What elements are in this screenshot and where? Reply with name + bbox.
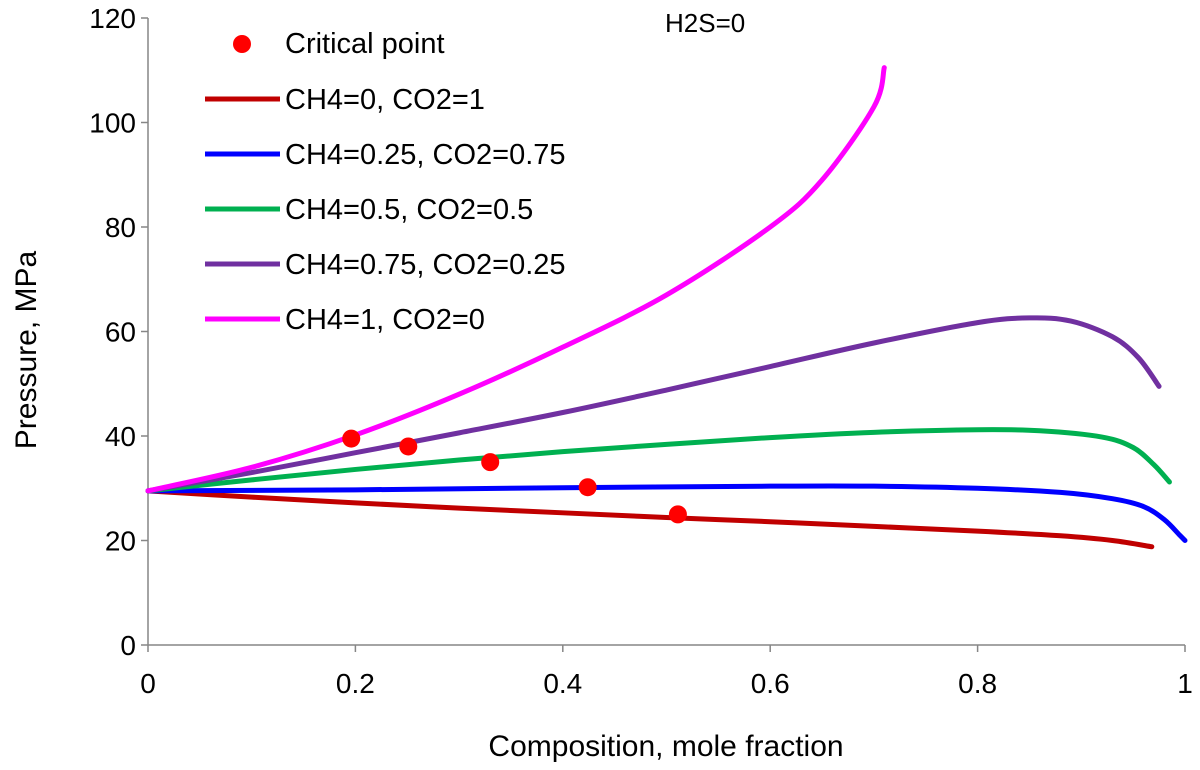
critical-point [481, 453, 500, 472]
x-tick-label: 0.4 [543, 668, 582, 699]
y-tick-label: 80 [105, 212, 136, 243]
legend: Critical point CH4=0, CO2=1 CH4=0.25, CO2… [205, 28, 566, 336]
y-tick-label: 40 [105, 421, 136, 452]
annotation-h2s: H2S=0 [665, 8, 745, 38]
legend-marker-critical-point [233, 35, 251, 53]
y-tick-label: 60 [105, 317, 136, 348]
y-tick-label: 0 [120, 630, 136, 661]
x-tick-label: 0 [140, 668, 156, 699]
critical-point [578, 478, 597, 497]
y-axis-title: Pressure, MPa [10, 250, 43, 449]
x-tick-label: 0.6 [751, 668, 790, 699]
series-line-4 [145, 315, 1162, 494]
x-tick-label: 0.2 [336, 668, 375, 699]
critical-points [342, 429, 687, 524]
legend-label-4: CH4=0.75, CO2=0.25 [285, 249, 566, 281]
critical-point [668, 505, 687, 524]
critical-point [399, 437, 418, 456]
y-tick-label: 20 [105, 526, 136, 557]
series-line-3 [145, 427, 1172, 494]
x-tick-label: 1 [1177, 668, 1193, 699]
x-axis-title: Composition, mole fraction [488, 730, 843, 763]
series-line-2 [145, 483, 1188, 543]
legend-label-3: CH4=0.5, CO2=0.5 [285, 194, 533, 226]
critical-point [342, 429, 361, 448]
series-line-5 [145, 65, 887, 494]
y-tick-label: 100 [89, 108, 136, 139]
legend-label-1: CH4=0, CO2=1 [285, 84, 485, 116]
legend-label-5: CH4=1, CO2=0 [285, 304, 485, 336]
y-tick-label: 120 [89, 3, 136, 34]
x-tick-label: 0.8 [958, 668, 997, 699]
legend-label-2: CH4=0.25, CO2=0.75 [285, 139, 566, 171]
x-axis-ticks: 0 0.2 0.4 0.6 0.8 1 [140, 645, 1193, 699]
series-line-1 [145, 488, 1155, 550]
y-axis-ticks: 0 20 40 60 80 100 120 [89, 3, 148, 661]
legend-label-critical-point: Critical point [285, 28, 445, 60]
